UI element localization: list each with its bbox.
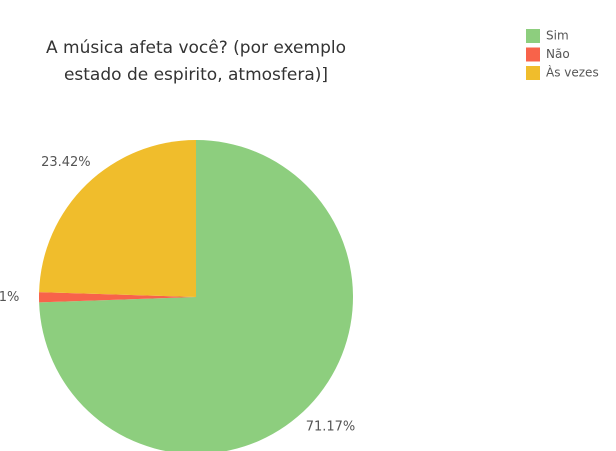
legend-swatch (526, 47, 540, 62)
legend-label: Não (546, 47, 570, 61)
data-label: 71.17% (306, 419, 356, 434)
pie-slice (39, 140, 196, 297)
legend-label: Às vezes (546, 65, 599, 80)
legend-label: Sim (546, 29, 569, 43)
legend-swatch (526, 29, 540, 43)
chart-title: A música afeta você? (por exemplo (46, 38, 346, 58)
legend-swatch (526, 66, 540, 80)
pie-slice (38, 292, 196, 303)
pie-slice (39, 140, 353, 451)
chart-title: estado de espirito, atmosfera)] (64, 65, 328, 85)
data-label: 23.42% (41, 155, 91, 170)
data-label: 1% (0, 290, 19, 305)
